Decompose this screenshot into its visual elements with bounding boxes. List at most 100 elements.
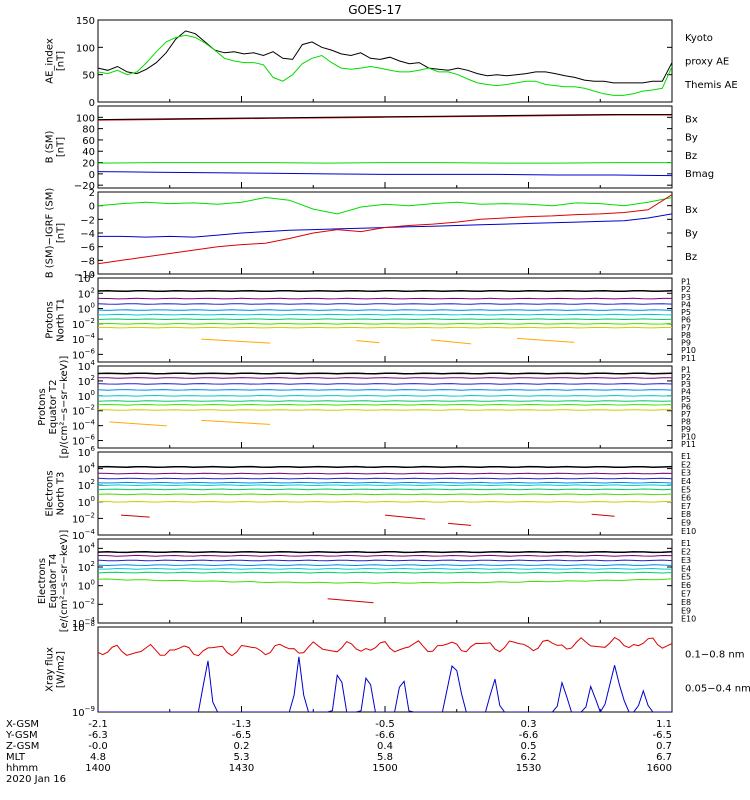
footer-value: -6.6: [519, 730, 539, 741]
channel-line: [98, 488, 672, 491]
channel-line: [98, 400, 672, 402]
channel-segment: [201, 338, 271, 344]
y-tick-label: −10: [74, 270, 95, 281]
y-axis-label: North T1: [56, 298, 67, 342]
y-axis-label: Xray flux: [45, 647, 56, 692]
legend-entry: E4: [681, 564, 691, 573]
y-tick-label: −20: [74, 181, 95, 192]
y-axis-label: AE_index: [45, 38, 56, 84]
channel-line: [98, 377, 672, 379]
legend-entry: P5: [681, 308, 691, 317]
y-tick-label: 40: [82, 147, 95, 158]
y-tick-label: 10−4: [72, 332, 96, 346]
channel-line: [98, 303, 672, 305]
legend-entry: E6: [681, 494, 691, 503]
plot-area: [98, 30, 672, 96]
channel-segment: [201, 419, 271, 425]
y-tick-label: 2: [89, 188, 95, 199]
y-tick-label: 10−6: [72, 434, 96, 448]
y-axis-label: Protons: [37, 388, 48, 425]
y-tick-label: −2: [80, 215, 95, 226]
y-tick-label: −6: [80, 243, 95, 254]
channel-segment: [327, 598, 374, 604]
footer-row-label: Z-GSM: [6, 741, 39, 752]
series-line: [98, 114, 672, 121]
legend-entry: P8: [681, 418, 691, 427]
y-tick-label: 106: [78, 445, 96, 459]
panel-frame: [97, 451, 673, 536]
legend-entry: 0.1−0.8 nm: [685, 650, 744, 661]
legend-entry: P10: [681, 432, 696, 441]
channel-segment: [384, 514, 426, 520]
channel-line: [98, 409, 672, 411]
footer-value: 6.7: [656, 752, 672, 763]
channel-segment: [356, 340, 380, 344]
y-tick-label: 10−4: [72, 616, 96, 630]
y-tick-label: 102: [78, 286, 95, 300]
channel-segment: [430, 339, 472, 345]
legend-entry: P2: [681, 285, 691, 294]
series-line: [98, 30, 672, 84]
channel-line: [98, 472, 672, 475]
channel-line: [98, 578, 672, 584]
legend-entry: E9: [681, 606, 691, 615]
y-axis-label: Electrons: [45, 470, 56, 516]
footer-row-label: Y-GSM: [5, 730, 38, 741]
series-line: [98, 194, 672, 265]
channel-line: [98, 289, 672, 293]
footer-value: 6.2: [521, 752, 537, 763]
channel-segment: [591, 513, 615, 517]
y-tick-label: 100: [78, 495, 95, 509]
channel-segment: [109, 421, 167, 427]
y-axis-label: North T3: [56, 472, 67, 516]
legend-entry: E8: [681, 598, 691, 607]
legend-entry: P11: [681, 354, 696, 363]
y-tick-label: 10−2: [72, 317, 95, 331]
y-tick-label: 0: [89, 202, 95, 213]
footer-value: 0.5: [521, 741, 537, 752]
channel-line: [98, 465, 672, 469]
channel-line: [98, 484, 672, 487]
footer-value: 0.7: [656, 741, 672, 752]
y-axis-label: Electrons: [37, 558, 48, 604]
channel-line: [98, 318, 672, 321]
y-tick-label: 10−6: [72, 347, 96, 361]
legend-entry: P9: [681, 425, 691, 434]
channel-segment: [516, 337, 575, 343]
legend-entry: By: [685, 133, 698, 144]
y-axis-label: B (SM): [45, 130, 56, 163]
legend-entry: E7: [681, 502, 691, 511]
y-tick-label: 104: [78, 462, 96, 476]
channel-line: [98, 554, 672, 557]
footer-value: 0.2: [234, 741, 250, 752]
channel-line: [98, 403, 672, 406]
channel-line: [98, 383, 672, 385]
channel-line: [98, 481, 672, 484]
y-tick-label: 10−4: [72, 419, 96, 433]
legend-entry: E5: [681, 573, 691, 582]
channel-line: [98, 550, 672, 554]
legend-entry: Bz: [685, 252, 697, 263]
channel-line: [98, 372, 672, 375]
legend-entry: Themis AE: [684, 80, 738, 91]
legend-entry: E10: [681, 527, 696, 536]
footer-value: 1530: [516, 763, 541, 774]
y-axis-label: B (SM)−IGRF (SM): [45, 188, 56, 279]
footer-value: 4.8: [90, 752, 106, 763]
legend-entry: P5: [681, 395, 691, 404]
y-tick-label: 150: [76, 16, 95, 27]
legend-entry: E2: [681, 548, 691, 557]
panel-frame: [97, 626, 673, 713]
y-axis-label: [p/(cm²−s−sr−keV)]: [59, 356, 70, 459]
y-tick-label: −8: [80, 256, 95, 267]
series-line: [98, 213, 672, 238]
y-axis-label: Equator T2: [48, 380, 59, 435]
plot-area: [98, 372, 672, 427]
legend-entry: 0.05−0.4 nm: [685, 684, 750, 695]
footer-value: -6.5: [652, 730, 672, 741]
panel-ae: 0 50 100 150 AE_index [nT] Kyoto proxy AE Themis…: [45, 16, 738, 109]
legend-entry: E5: [681, 485, 691, 494]
